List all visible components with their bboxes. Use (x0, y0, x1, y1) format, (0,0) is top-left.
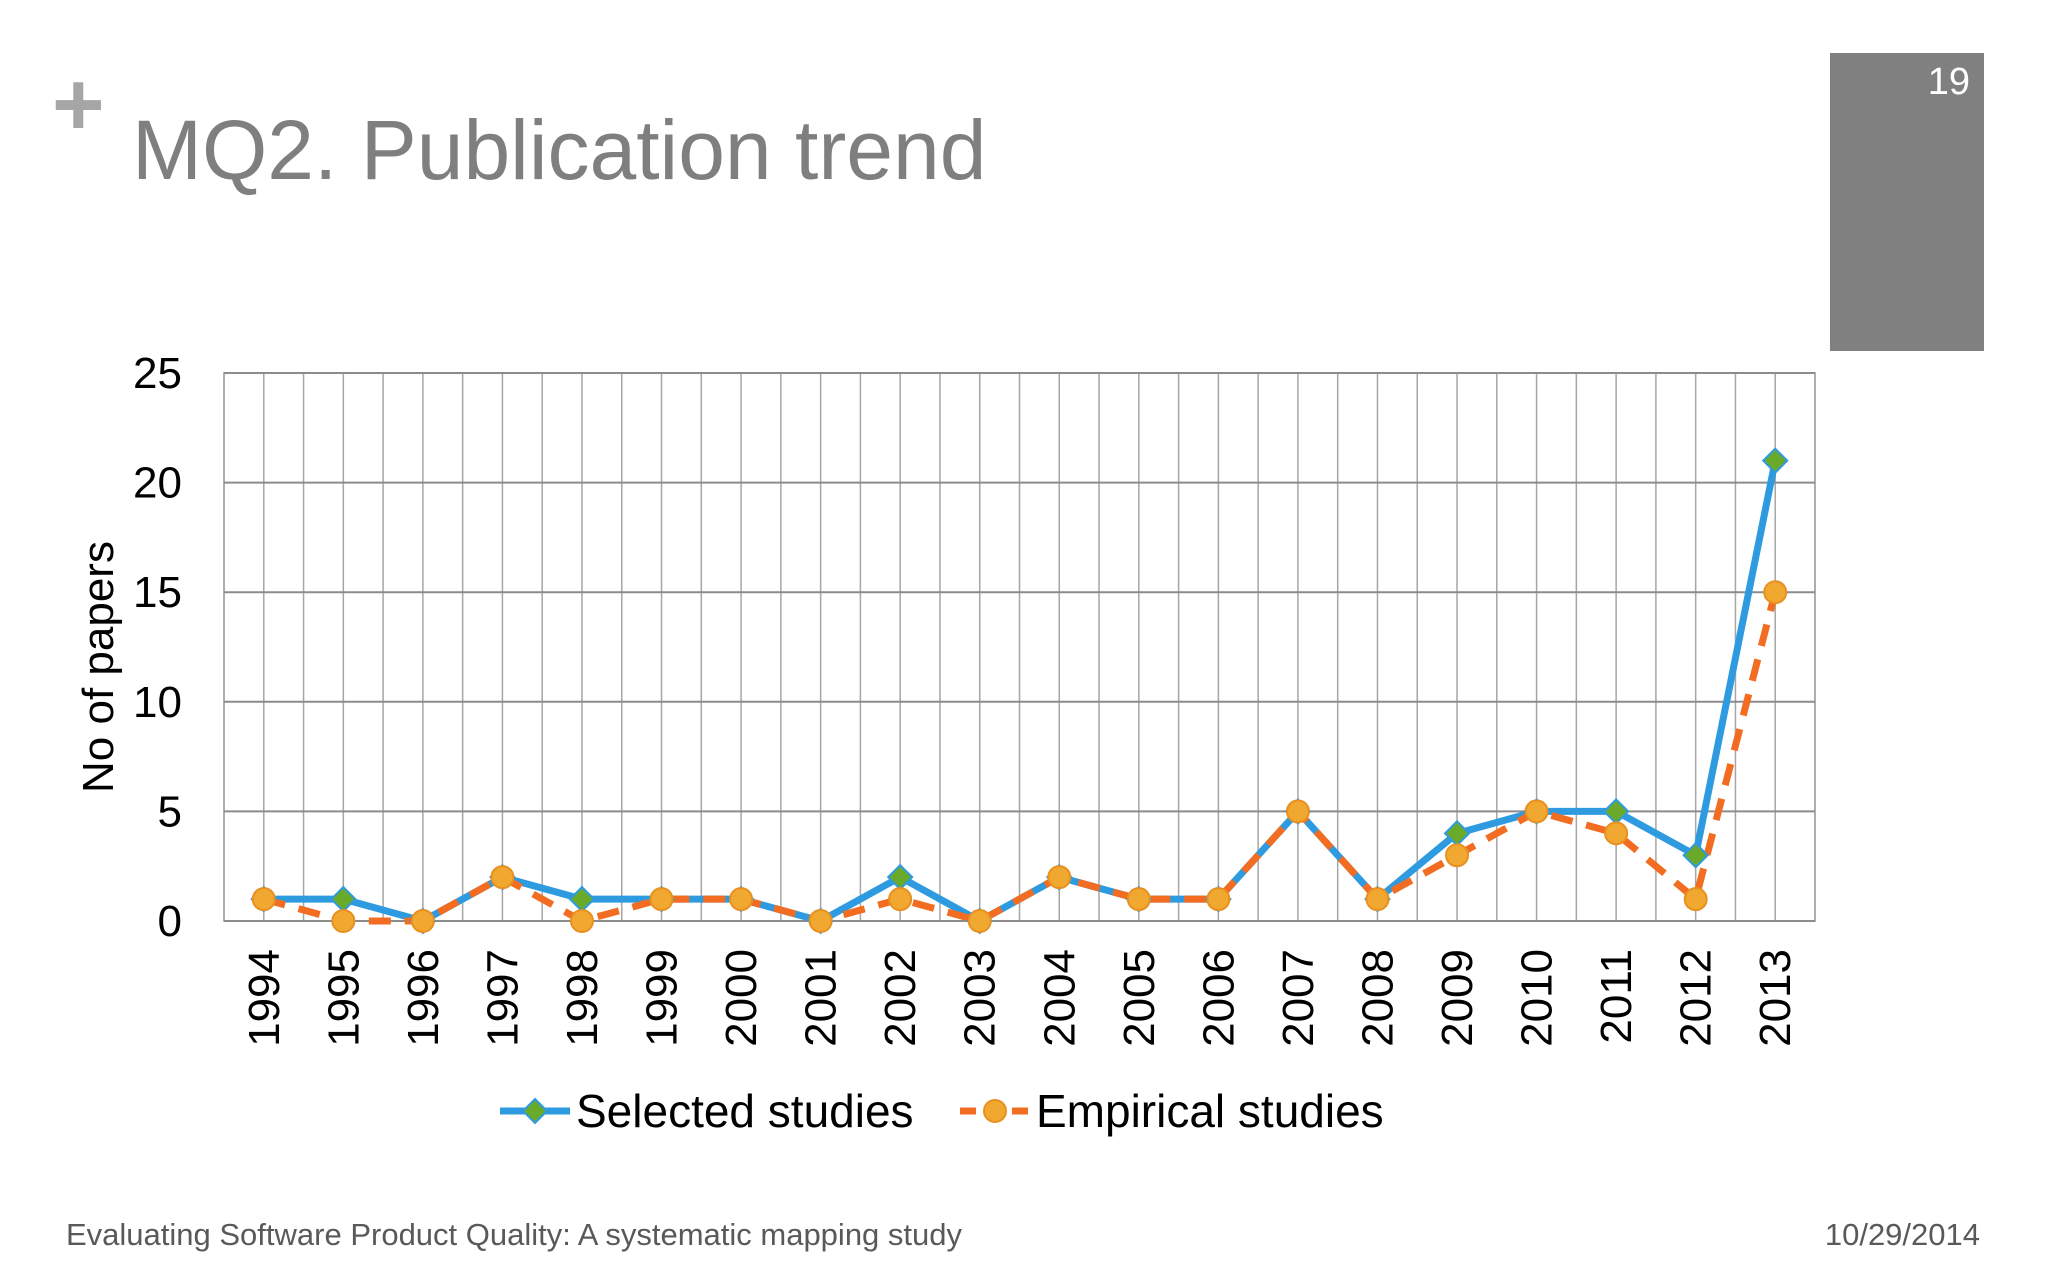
x-tick-label: 2001 (797, 949, 846, 1047)
data-point-empirical (1763, 580, 1788, 605)
x-tick-label: 1999 (638, 949, 687, 1047)
data-point-selected (1682, 841, 1710, 869)
data-point-empirical (967, 909, 992, 933)
data-point-empirical (1285, 799, 1310, 824)
data-point-empirical (729, 887, 754, 912)
x-tick-label: 2006 (1194, 949, 1243, 1047)
x-tick-label: 2003 (956, 949, 1005, 1047)
x-tick-label: 2002 (876, 949, 925, 1047)
data-point-empirical (888, 887, 913, 912)
data-point-empirical (1206, 887, 1231, 912)
x-tick-label: 2005 (1115, 949, 1164, 1047)
data-point-selected (1761, 447, 1789, 475)
x-tick-label: 1997 (478, 949, 527, 1047)
x-tick-label: 2013 (1751, 949, 1800, 1047)
data-point-empirical (569, 909, 594, 933)
series-line-empirical (262, 591, 1779, 925)
data-point-empirical (251, 887, 276, 912)
data-point-empirical (1047, 865, 1072, 890)
x-tick-label: 2010 (1513, 949, 1562, 1047)
data-point-empirical (808, 909, 833, 933)
y-tick-label: 20 (133, 459, 182, 508)
data-point-empirical (410, 909, 435, 933)
x-tick-label: 2008 (1353, 949, 1402, 1047)
legend-label: Selected studies (576, 1085, 914, 1137)
y-tick-label: 0 (158, 897, 182, 946)
legend-label: Empirical studies (1036, 1085, 1384, 1137)
x-tick-label: 1996 (399, 949, 448, 1047)
data-point-empirical (649, 887, 674, 912)
plus-icon: + (52, 55, 105, 155)
x-tick-label: 2011 (1592, 949, 1641, 1044)
data-point-empirical (1126, 887, 1151, 912)
data-point-empirical (1365, 887, 1390, 912)
y-tick-label: 5 (158, 787, 182, 836)
x-tick-label: 1994 (240, 949, 289, 1047)
x-tick-label: 2000 (717, 949, 766, 1047)
footer-date: 10/29/2014 (1824, 1217, 1980, 1252)
data-point-empirical (1445, 843, 1470, 868)
slide-title: MQ2. Publication trend (132, 103, 987, 197)
data-point-empirical (1524, 799, 1549, 824)
page-number: 19 (1927, 61, 1970, 103)
x-tick-label: 2004 (1035, 949, 1084, 1047)
y-tick-label: 10 (133, 678, 182, 727)
x-tick-label: 1995 (319, 949, 368, 1047)
y-tick-label: 15 (133, 568, 182, 617)
x-tick-label: 2009 (1433, 949, 1482, 1047)
x-tick-label: 2007 (1274, 949, 1323, 1047)
data-point-empirical (490, 865, 515, 890)
footer-source: Evaluating Software Product Quality: A s… (66, 1217, 963, 1252)
data-point-empirical (331, 909, 356, 933)
legend-marker-circle (983, 1099, 1007, 1123)
legend-marker-diamond (521, 1097, 549, 1125)
y-tick-label: 25 (133, 349, 182, 398)
data-point-empirical (1683, 887, 1708, 912)
page-number-box: 19 (1830, 53, 1984, 351)
y-axis-label: No of papers (74, 541, 123, 793)
data-point-empirical (1604, 821, 1629, 846)
x-tick-label: 2012 (1672, 949, 1721, 1047)
x-tick-label: 1998 (558, 949, 607, 1047)
